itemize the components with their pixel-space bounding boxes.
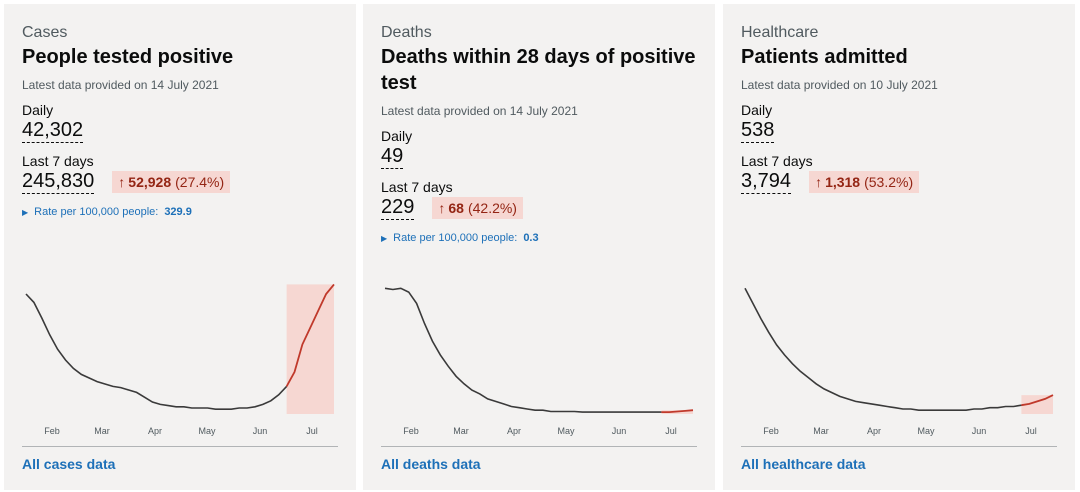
summary-card-deaths: Deaths Deaths within 28 days of positive… xyxy=(363,4,715,490)
daily-value[interactable]: 538 xyxy=(741,119,775,143)
week-value[interactable]: 245,830 xyxy=(22,170,95,194)
x-tick-label: May xyxy=(198,426,216,436)
metrics-block: Latest data provided on 10 July 2021 Dai… xyxy=(741,78,1057,194)
divider xyxy=(22,446,338,447)
daily-label: Daily xyxy=(741,102,773,118)
rate-label: Rate per 100,000 people: xyxy=(34,206,159,218)
triangle-right-icon: ▶ xyxy=(22,207,29,217)
recent-period-band xyxy=(1021,395,1053,414)
card-title[interactable]: Deaths within 28 days of positive test xyxy=(381,46,696,94)
latest-date: Latest data provided on 10 July 2021 xyxy=(741,78,938,92)
change-percent: (53.2%) xyxy=(864,174,914,190)
latest-date: Latest data provided on 14 July 2021 xyxy=(22,78,219,92)
week-label: Last 7 days xyxy=(741,153,813,169)
x-tick-label: Feb xyxy=(44,426,60,436)
rate-value: 329.9 xyxy=(164,206,192,218)
trend-line xyxy=(744,287,1022,411)
summary-card-cases: Cases People tested positive Latest data… xyxy=(4,4,356,490)
recent-trend-line xyxy=(285,283,335,387)
x-tick-label: Jun xyxy=(972,426,987,436)
x-tick-label: Feb xyxy=(403,426,419,436)
recent-period-band xyxy=(286,284,334,414)
rate-value: 0.3 xyxy=(523,232,539,244)
x-tick-label: Jul xyxy=(306,426,318,436)
arrow-up-icon: ↑ xyxy=(438,200,446,216)
x-tick-label: Jun xyxy=(253,426,268,436)
divider xyxy=(741,446,1057,447)
all-deaths-link[interactable]: All deaths data xyxy=(381,456,481,472)
rate-label: Rate per 100,000 people: xyxy=(393,232,518,244)
trend-chart: Feb Mar Apr May Jun Jul xyxy=(381,274,699,444)
daily-label: Daily xyxy=(22,102,54,118)
rate-toggle[interactable]: ▶ Rate per 100,000 people: 329.9 xyxy=(22,206,338,218)
trend-line xyxy=(25,293,288,410)
card-category: Deaths xyxy=(381,24,432,41)
daily-value[interactable]: 49 xyxy=(381,145,404,169)
chart-svg: Feb Mar Apr May Jun Jul xyxy=(384,287,694,436)
x-tick-label: Apr xyxy=(148,426,162,436)
trend-chart: Feb Mar Apr May Jun Jul xyxy=(22,274,340,444)
week-label: Last 7 days xyxy=(381,179,453,195)
all-cases-link[interactable]: All cases data xyxy=(22,456,116,472)
change-percent: (42.2%) xyxy=(467,200,517,216)
recent-trend-line xyxy=(661,409,694,413)
daily-value[interactable]: 42,302 xyxy=(22,119,84,143)
latest-date: Latest data provided on 14 July 2021 xyxy=(381,104,578,118)
triangle-right-icon: ▶ xyxy=(381,233,388,243)
metrics-block: Latest data provided on 14 July 2021 Dai… xyxy=(381,104,697,244)
card-category: Cases xyxy=(22,24,68,41)
divider xyxy=(381,446,697,447)
recent-trend-line xyxy=(1021,394,1054,407)
rate-toggle[interactable]: ▶ Rate per 100,000 people: 0.3 xyxy=(381,232,697,244)
x-tick-label: May xyxy=(557,426,575,436)
x-tick-label: Jun xyxy=(612,426,627,436)
card-title[interactable]: Patients admitted xyxy=(741,46,908,68)
x-tick-label: Apr xyxy=(867,426,881,436)
change-badge: ↑ 1,318 (53.2%) xyxy=(809,171,920,193)
change-badge: ↑ 52,928 (27.4%) xyxy=(112,171,231,193)
summary-card-healthcare: Healthcare Patients admitted Latest data… xyxy=(723,4,1075,490)
trend-line xyxy=(384,287,662,413)
all-healthcare-link[interactable]: All healthcare data xyxy=(741,456,866,472)
arrow-up-icon: ↑ xyxy=(815,174,823,190)
change-percent: (27.4%) xyxy=(175,174,225,190)
x-tick-label: Apr xyxy=(507,426,521,436)
x-tick-label: Mar xyxy=(813,426,829,436)
trend-chart: Feb Mar Apr May Jun Jul xyxy=(741,274,1059,444)
x-tick-label: Mar xyxy=(94,426,110,436)
x-tick-label: Feb xyxy=(763,426,779,436)
change-badge: ↑ 68 (42.2%) xyxy=(432,197,523,219)
daily-label: Daily xyxy=(381,128,413,144)
change-absolute: 1,318 xyxy=(825,174,861,190)
week-value[interactable]: 229 xyxy=(381,196,415,220)
metrics-block: Latest data provided on 14 July 2021 Dai… xyxy=(22,78,338,218)
change-absolute: 52,928 xyxy=(128,174,172,190)
change-absolute: 68 xyxy=(448,200,464,216)
card-category: Healthcare xyxy=(741,24,819,41)
arrow-up-icon: ↑ xyxy=(118,174,126,190)
x-tick-label: Mar xyxy=(453,426,469,436)
card-title[interactable]: People tested positive xyxy=(22,46,234,68)
x-tick-label: Jul xyxy=(665,426,677,436)
chart-svg: Feb Mar Apr May Jun Jul xyxy=(25,283,335,436)
week-label: Last 7 days xyxy=(22,153,94,169)
x-tick-label: Jul xyxy=(1025,426,1037,436)
week-value[interactable]: 3,794 xyxy=(741,170,792,194)
chart-svg: Feb Mar Apr May Jun Jul xyxy=(744,287,1054,436)
x-tick-label: May xyxy=(917,426,935,436)
